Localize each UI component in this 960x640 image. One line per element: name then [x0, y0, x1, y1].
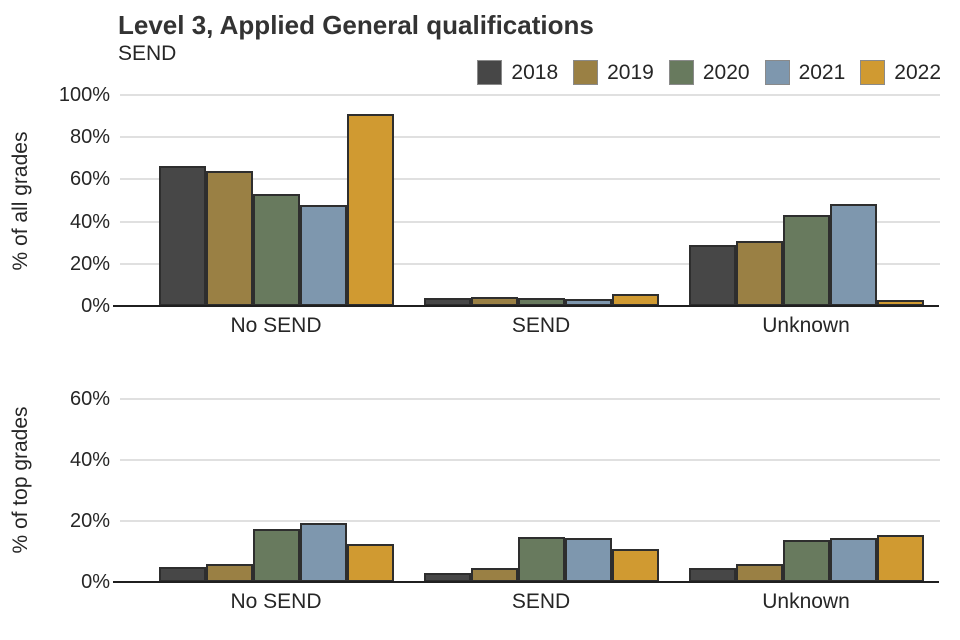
bar-2018-no-send	[158, 566, 206, 582]
legend-item-2021: 2021	[764, 60, 846, 85]
bar-2022-unknown	[876, 299, 924, 306]
x-axis-line-top	[113, 305, 939, 307]
bar-2018-no-send	[158, 165, 206, 306]
x-category-label-send: SEND	[511, 590, 571, 613]
x-category-label-no-send: No SEND	[230, 590, 322, 613]
bar-group-no-send	[158, 95, 394, 306]
legend-item-2018: 2018	[477, 60, 558, 85]
bar-2020-unknown	[782, 215, 830, 306]
bar-group-unknown	[688, 378, 924, 582]
bar-2019-send	[470, 296, 518, 306]
bar-2021-unknown	[829, 203, 877, 306]
bar-2021-send	[564, 298, 612, 306]
bar-group-send	[423, 378, 659, 582]
y-tick-label-20: 20%	[69, 252, 110, 275]
gridline-20	[120, 520, 940, 523]
bar-2020-unknown	[782, 539, 830, 582]
gridline-80	[120, 136, 940, 139]
gridline-60	[120, 178, 940, 181]
bar-2022-no-send	[346, 543, 394, 582]
x-axis-line-bottom	[113, 581, 939, 583]
chart-title: Level 3, Applied General qualifications	[118, 10, 594, 40]
bar-2019-unknown	[735, 240, 783, 306]
bar-2019-unknown	[735, 563, 783, 582]
legend-swatch-2020	[668, 60, 694, 85]
legend-label-2020: 2020	[702, 60, 750, 84]
plot-area-bottom	[113, 378, 940, 583]
legend-label-2018: 2018	[511, 60, 559, 84]
bar-2022-send	[611, 548, 659, 582]
y-tick-label-0: 0%	[81, 295, 110, 317]
legend-label-2021: 2021	[798, 60, 846, 84]
bar-group-send	[423, 95, 659, 306]
bar-2018-unknown	[688, 568, 736, 582]
bar-group-no-send	[158, 378, 394, 582]
legend: 2018 2019 2020 2021 2022	[477, 60, 941, 85]
legend-item-2022: 2022	[860, 60, 941, 85]
bar-2019-no-send	[205, 563, 253, 582]
y-tick-label-100: 100%	[58, 84, 110, 106]
legend-label-2022: 2022	[894, 60, 941, 84]
bar-2020-send	[517, 537, 565, 582]
bar-2020-no-send	[252, 528, 300, 582]
bar-2021-unknown	[829, 538, 877, 582]
bar-group-unknown	[688, 95, 924, 306]
bar-2020-no-send	[252, 194, 300, 306]
legend-label-2019: 2019	[607, 60, 654, 84]
bar-2021-no-send	[299, 522, 347, 582]
bar-2021-send	[564, 538, 612, 582]
bar-2022-no-send	[346, 114, 394, 306]
x-category-label-unknown: Unknown	[762, 590, 850, 613]
legend-swatch-2019	[573, 60, 599, 85]
x-category-label-unknown: Unknown	[762, 314, 850, 337]
bar-2020-send	[517, 297, 565, 306]
legend-swatch-2022	[860, 60, 886, 85]
chart-subtitle: SEND	[118, 42, 177, 65]
bar-2018-unknown	[688, 244, 736, 306]
y-tick-label-0: 0%	[81, 571, 110, 593]
y-tick-label-60: 60%	[69, 388, 110, 411]
y-tick-label-40: 40%	[69, 210, 110, 233]
bar-2019-send	[470, 568, 518, 582]
y-tick-label-80: 80%	[69, 126, 110, 149]
y-tick-label-60: 60%	[69, 168, 110, 191]
legend-item-2020: 2020	[668, 60, 750, 85]
gridline-60	[120, 398, 940, 401]
x-category-label-send: SEND	[511, 314, 571, 337]
legend-swatch-2021	[764, 60, 790, 85]
legend-swatch-2018	[477, 60, 503, 85]
gridline-40	[120, 220, 940, 223]
y-axis-title-top: % of all grades	[9, 131, 32, 270]
gridline-40	[120, 459, 940, 462]
bar-2018-send	[423, 572, 471, 582]
legend-item-2019: 2019	[573, 60, 654, 85]
bar-2021-no-send	[299, 204, 347, 306]
y-axis-title-bottom: % of top grades	[9, 406, 32, 554]
gridline-20	[120, 262, 940, 265]
y-tick-label-20: 20%	[69, 510, 110, 533]
bar-2022-unknown	[876, 534, 924, 582]
y-tick-label-40: 40%	[69, 449, 110, 472]
plot-area-top	[113, 94, 940, 307]
x-category-label-no-send: No SEND	[230, 314, 322, 337]
gridline-100	[120, 94, 940, 96]
bar-2018-send	[423, 297, 471, 306]
bar-2019-no-send	[205, 170, 253, 306]
